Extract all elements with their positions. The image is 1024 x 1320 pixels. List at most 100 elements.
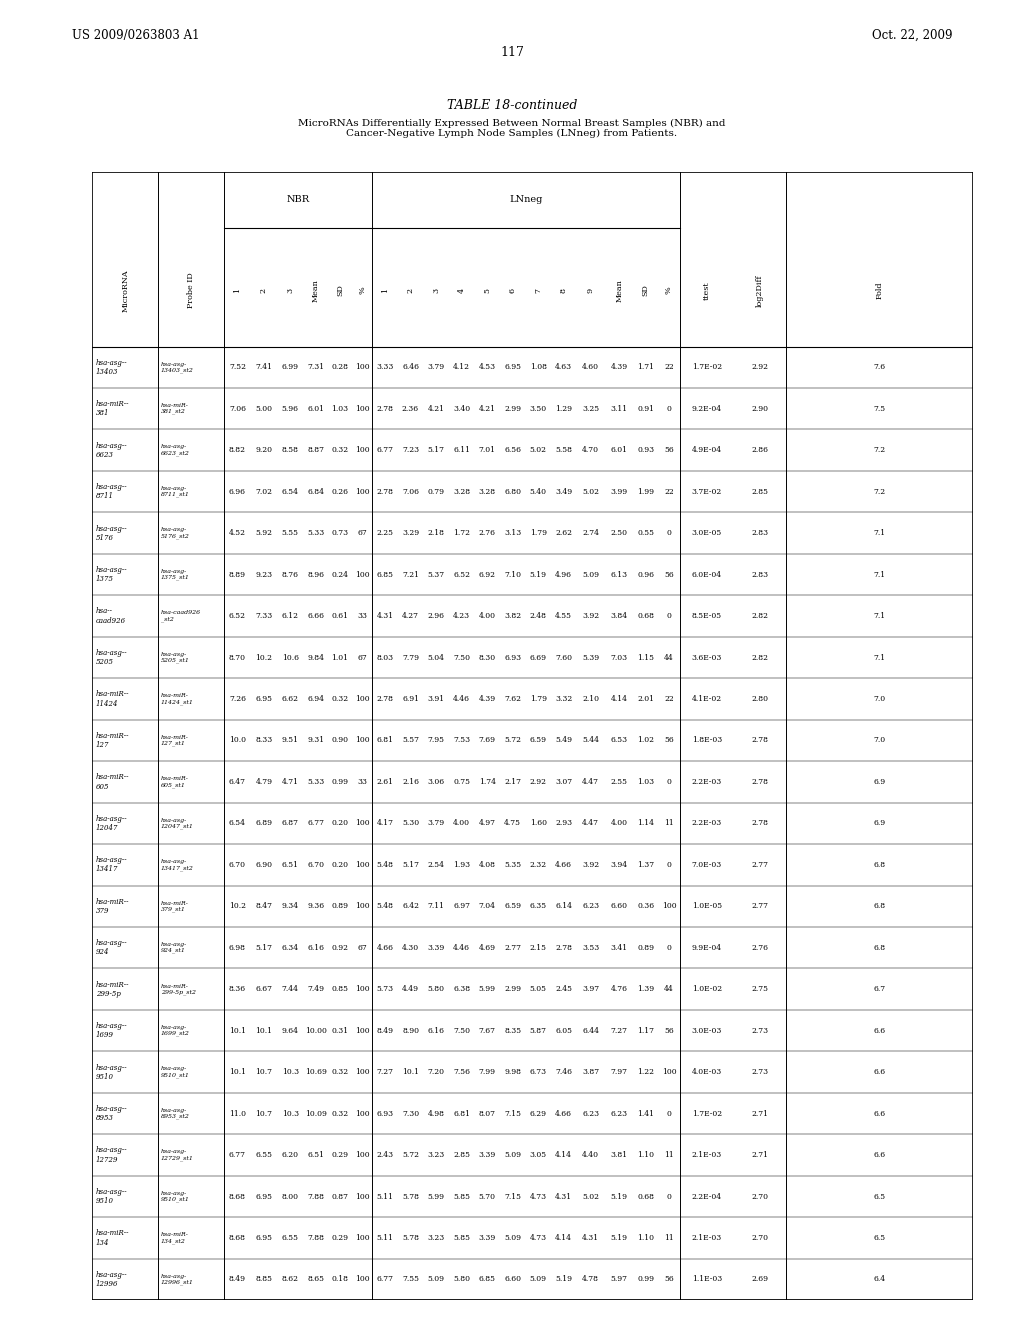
Text: 8.76: 8.76: [282, 570, 299, 578]
Text: 4.9E-04: 4.9E-04: [692, 446, 722, 454]
Text: 0: 0: [667, 1110, 672, 1118]
Text: 2.43: 2.43: [377, 1151, 393, 1159]
Text: 2.36: 2.36: [402, 405, 419, 413]
Text: 7.15: 7.15: [504, 1110, 521, 1118]
Text: 0: 0: [667, 529, 672, 537]
Text: 6.54: 6.54: [229, 820, 246, 828]
Text: hsa-miR-
381_st2: hsa-miR- 381_st2: [161, 403, 188, 414]
Text: 2.16: 2.16: [402, 777, 419, 785]
Text: 3.25: 3.25: [582, 405, 599, 413]
Text: hsa-asg-
9510_st1: hsa-asg- 9510_st1: [161, 1191, 189, 1203]
Text: 6.56: 6.56: [504, 446, 521, 454]
Text: 2.96: 2.96: [428, 612, 444, 620]
Text: 5.55: 5.55: [282, 529, 299, 537]
Text: 10.3: 10.3: [282, 1110, 299, 1118]
Text: 22: 22: [665, 487, 674, 495]
Text: hsa-asg--
12729: hsa-asg-- 12729: [95, 1147, 127, 1164]
Text: 5.09: 5.09: [428, 1275, 444, 1283]
Text: 3.7E-02: 3.7E-02: [692, 487, 722, 495]
Text: 8.68: 8.68: [229, 1192, 246, 1201]
Text: hsa-asg--
8711: hsa-asg-- 8711: [95, 483, 127, 500]
Text: 5.97: 5.97: [610, 1275, 628, 1283]
Text: 100: 100: [354, 861, 370, 869]
Text: 4.17: 4.17: [377, 820, 393, 828]
Text: 4.00: 4.00: [453, 820, 470, 828]
Text: hsa-miR--
381: hsa-miR-- 381: [95, 400, 129, 417]
Text: 4.60: 4.60: [582, 363, 599, 371]
Text: 2.18: 2.18: [428, 529, 444, 537]
Text: 100: 100: [662, 1068, 676, 1076]
Text: 7.2: 7.2: [873, 487, 886, 495]
Text: 5.58: 5.58: [555, 446, 572, 454]
Text: 3.92: 3.92: [582, 861, 599, 869]
Text: 6.47: 6.47: [229, 777, 246, 785]
Text: 6.77: 6.77: [377, 446, 393, 454]
Text: 7.52: 7.52: [229, 363, 246, 371]
Text: 8.5E-05: 8.5E-05: [692, 612, 722, 620]
Text: 6.23: 6.23: [582, 1110, 599, 1118]
Text: 7.02: 7.02: [255, 487, 272, 495]
Text: 117: 117: [500, 46, 524, 59]
Text: 9.36: 9.36: [307, 903, 325, 911]
Text: 3.39: 3.39: [427, 944, 444, 952]
Text: 1: 1: [233, 288, 242, 293]
Text: 100: 100: [354, 1068, 370, 1076]
Text: 4.23: 4.23: [453, 612, 470, 620]
Text: 5.44: 5.44: [582, 737, 599, 744]
Text: 6.95: 6.95: [255, 1192, 272, 1201]
Text: 6.34: 6.34: [282, 944, 299, 952]
Text: 6.52: 6.52: [229, 612, 246, 620]
Text: hsa--
caad926: hsa-- caad926: [95, 607, 126, 624]
Text: 2.78: 2.78: [377, 487, 393, 495]
Text: hsa-asg-
1375_st1: hsa-asg- 1375_st1: [161, 569, 189, 581]
Text: 1.8E-03: 1.8E-03: [692, 737, 722, 744]
Text: 0.85: 0.85: [332, 985, 348, 993]
Text: 4.97: 4.97: [478, 820, 496, 828]
Text: hsa-miR--
127: hsa-miR-- 127: [95, 731, 129, 748]
Text: 8.07: 8.07: [478, 1110, 496, 1118]
Text: 6.93: 6.93: [377, 1110, 393, 1118]
Text: ttest: ttest: [702, 281, 711, 300]
Text: 4.46: 4.46: [453, 694, 470, 704]
Text: 7.31: 7.31: [307, 363, 325, 371]
Text: 0: 0: [667, 1192, 672, 1201]
Text: 7.11: 7.11: [428, 903, 444, 911]
Text: 6.62: 6.62: [282, 694, 299, 704]
Text: 5.49: 5.49: [555, 737, 572, 744]
Text: hsa-miR-
134_st2: hsa-miR- 134_st2: [161, 1233, 188, 1243]
Text: 6.14: 6.14: [555, 903, 572, 911]
Text: hsa-miR-
11424_st1: hsa-miR- 11424_st1: [161, 693, 194, 705]
Text: 7.95: 7.95: [428, 737, 444, 744]
Text: 2.1E-03: 2.1E-03: [692, 1151, 722, 1159]
Text: hsa-asg--
13403: hsa-asg-- 13403: [95, 359, 127, 376]
Text: 6.85: 6.85: [377, 570, 393, 578]
Text: 9.2E-04: 9.2E-04: [692, 405, 722, 413]
Text: 2.1E-03: 2.1E-03: [692, 1234, 722, 1242]
Text: 4.75: 4.75: [504, 820, 521, 828]
Text: 2.76: 2.76: [478, 529, 496, 537]
Text: 5.72: 5.72: [504, 737, 521, 744]
Text: 100: 100: [354, 985, 370, 993]
Text: 6.91: 6.91: [402, 694, 419, 704]
Text: 2.85: 2.85: [752, 487, 768, 495]
Text: 7.26: 7.26: [229, 694, 246, 704]
Text: 8.68: 8.68: [229, 1234, 246, 1242]
Text: 6.23: 6.23: [610, 1110, 628, 1118]
Text: 2.75: 2.75: [752, 985, 768, 993]
Text: 2.90: 2.90: [752, 405, 768, 413]
Text: 4.40: 4.40: [582, 1151, 599, 1159]
Text: SD: SD: [336, 285, 344, 297]
Text: 5.09: 5.09: [582, 570, 599, 578]
Text: 8.30: 8.30: [478, 653, 496, 661]
Text: 6.95: 6.95: [255, 1234, 272, 1242]
Text: 56: 56: [665, 1275, 674, 1283]
Text: 8.62: 8.62: [282, 1275, 299, 1283]
Text: 8.87: 8.87: [307, 446, 325, 454]
Text: 6.60: 6.60: [504, 1275, 521, 1283]
Text: 10.69: 10.69: [305, 1068, 327, 1076]
Text: 0.61: 0.61: [332, 612, 348, 620]
Text: hsa-miR--
605: hsa-miR-- 605: [95, 774, 129, 791]
Text: 6.16: 6.16: [307, 944, 325, 952]
Text: 100: 100: [354, 363, 370, 371]
Text: 6.69: 6.69: [529, 653, 547, 661]
